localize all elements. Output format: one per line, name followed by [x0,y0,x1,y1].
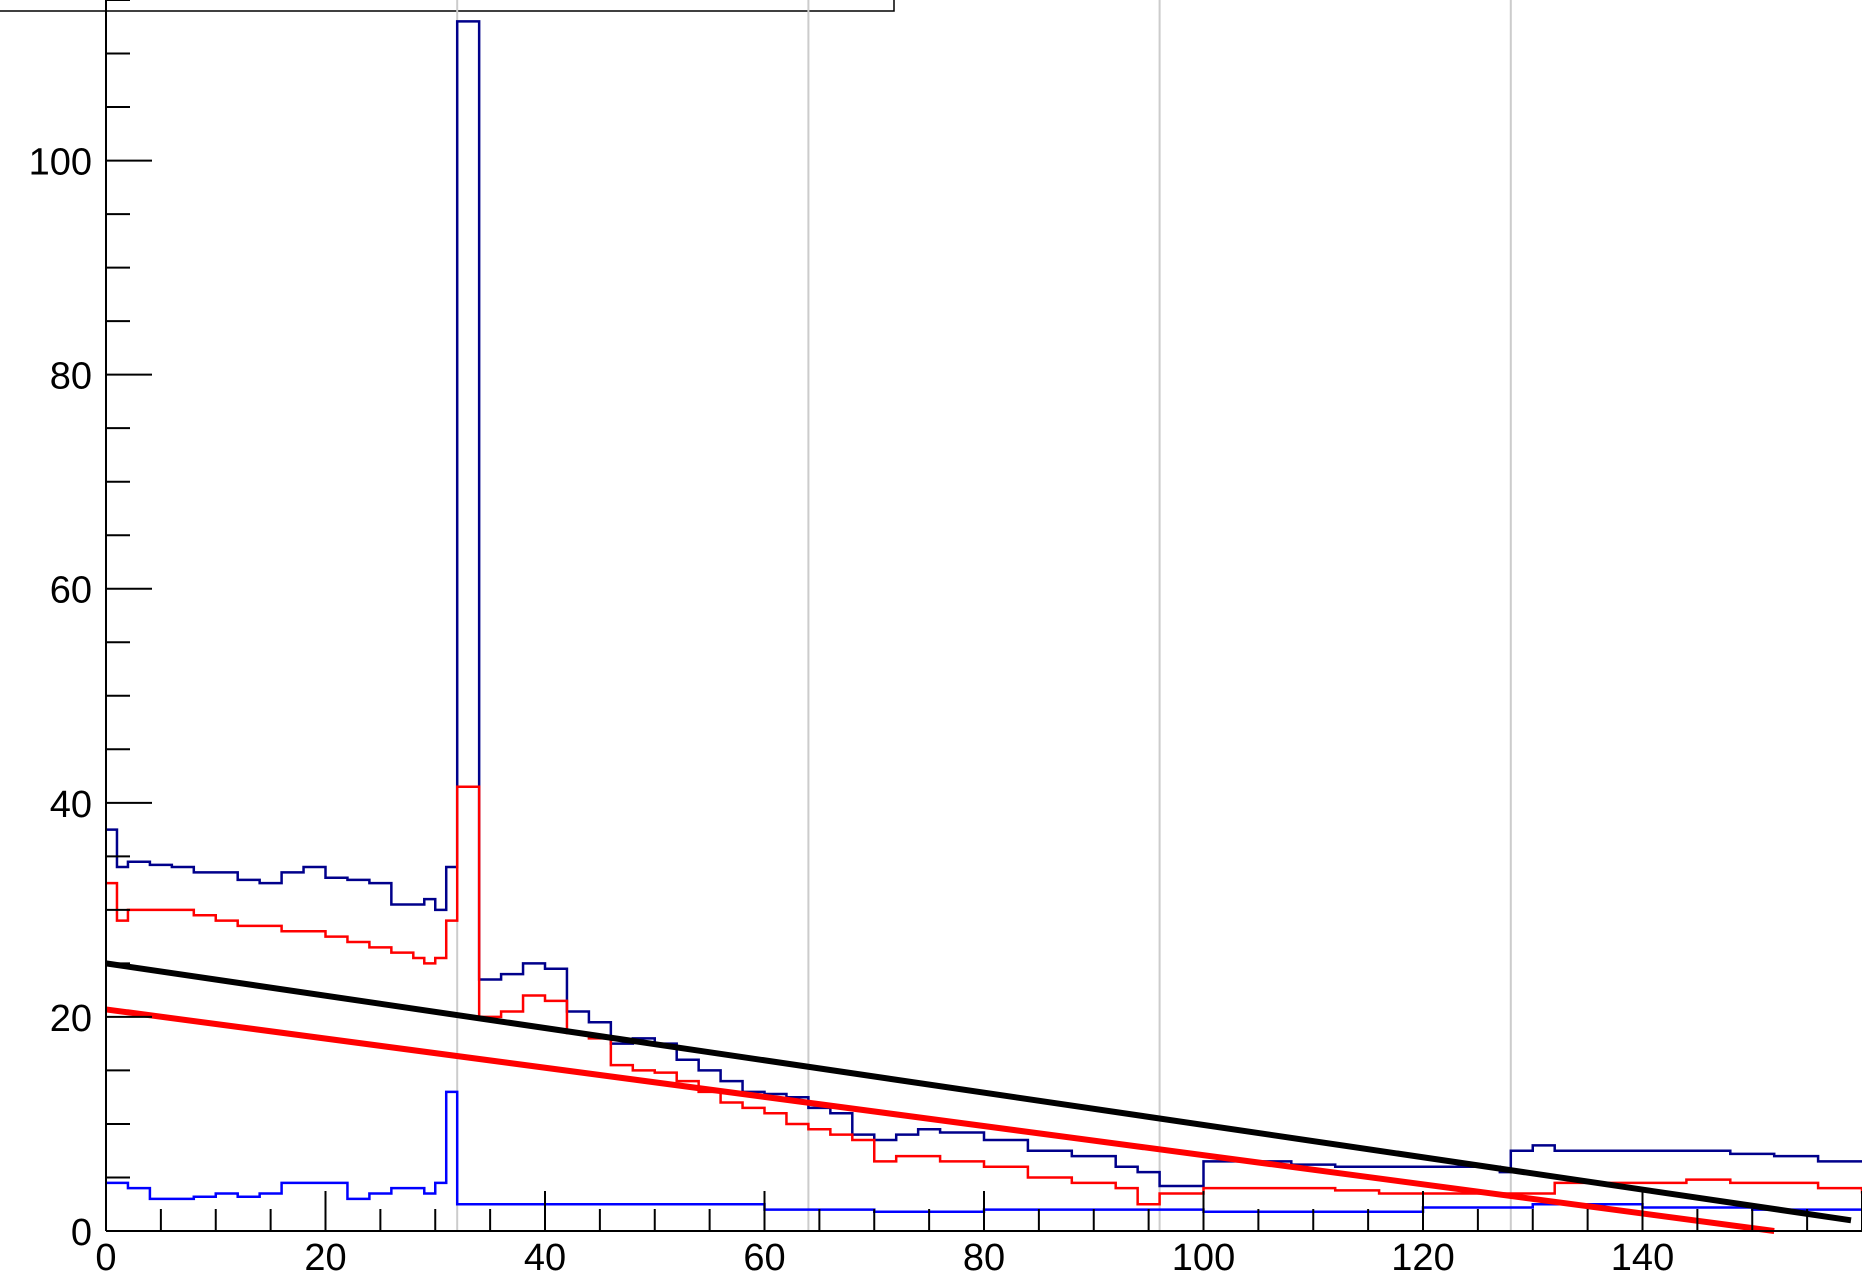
y-tick-label: 0 [71,1212,92,1254]
y-tick-label: 80 [50,356,92,398]
series-step-0 [106,20,1862,1188]
y-tick-label: 60 [50,570,92,612]
axes [105,0,1862,1232]
x-tick-label: 40 [524,1237,566,1277]
tick-labels: 0 20 40 60 80 100 0 20 40 60 80 100 120 140 [29,142,1675,1277]
series-line-3 [105,960,1852,1224]
x-tick-label: 20 [304,1237,346,1277]
y-tick-label: 100 [29,142,92,184]
x-tick-label: 100 [1172,1237,1235,1277]
y-tick-label: 20 [50,998,92,1040]
x-tick-label: 60 [743,1237,785,1277]
x-tick-label: 140 [1611,1237,1674,1277]
x-tick-label: 0 [95,1237,116,1277]
y-tick-label: 40 [50,784,92,826]
series-line-4 [105,1006,1775,1234]
legend-box [0,0,895,12]
x-tick-label: 120 [1391,1237,1454,1277]
x-tick-label: 80 [963,1237,1005,1277]
